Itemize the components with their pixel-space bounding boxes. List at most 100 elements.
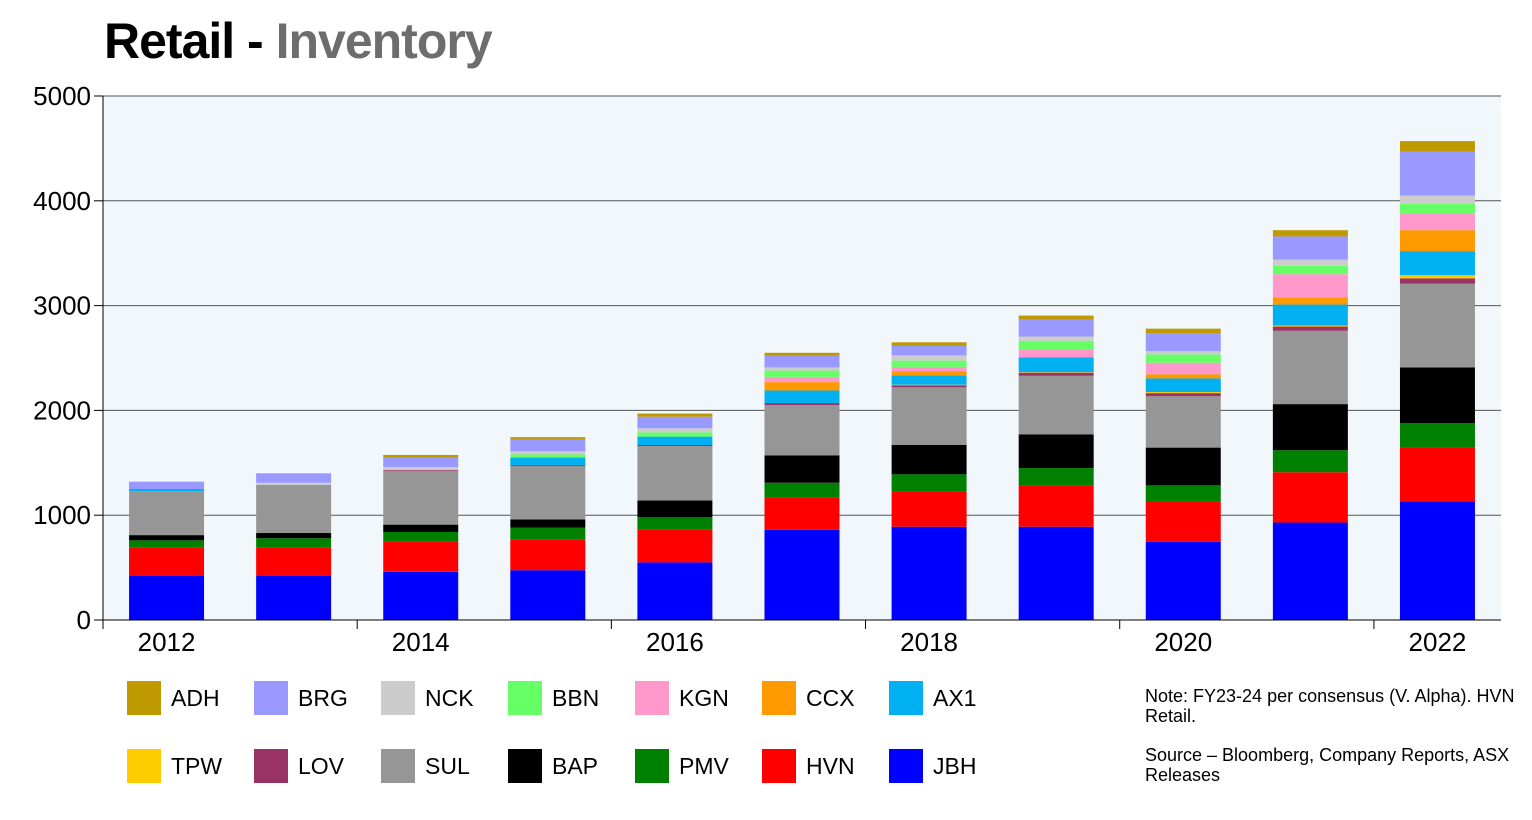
bar-pmv-2014 (383, 531, 459, 542)
legend-label-kgn: KGN (679, 685, 729, 711)
bar-pmv-2020 (1145, 485, 1221, 502)
bar-sul-2020 (1145, 396, 1221, 448)
bar-pmv-2017 (764, 482, 840, 498)
chart-title-main: Retail - (104, 13, 276, 69)
bar-pmv-2012 (129, 540, 205, 548)
bar-ax1-2017 (764, 390, 840, 404)
bar-sul-2016 (637, 446, 713, 501)
bar-ax1-2019 (1018, 357, 1094, 373)
gridlines (103, 95, 1501, 516)
bar-bap-2018 (891, 444, 967, 475)
bar-lov-2022 (1399, 278, 1475, 284)
bar-bap-2021 (1272, 404, 1348, 451)
bar-ax1-2016 (637, 436, 713, 445)
bar-kgn-2021 (1272, 274, 1348, 298)
y-tick-label: 1000 (33, 500, 91, 530)
bar-bap-2020 (1145, 447, 1221, 486)
bar-brg-2013 (256, 473, 332, 483)
bar-pmv-2018 (891, 474, 967, 492)
bar-sul-2019 (1018, 375, 1094, 435)
y-tick-label: 0 (77, 605, 91, 635)
bar-bap-2013 (256, 533, 332, 539)
bar-bbn-2015 (510, 454, 586, 458)
bar-adh-2017 (764, 352, 840, 356)
bar-nck-2020 (1145, 351, 1221, 355)
legend-swatch-lov (254, 749, 288, 783)
bar-ax1-2015 (510, 457, 586, 465)
legend-swatch-tpw (127, 749, 161, 783)
legend-swatch-hvn (762, 749, 796, 783)
legend-swatch-pmv (635, 749, 669, 783)
bar-brg-2012 (129, 481, 205, 489)
legend-label-ccx: CCX (806, 685, 855, 711)
bar-brg-2017 (764, 355, 840, 368)
bar-hvn-2019 (1018, 485, 1094, 527)
x-tick-label: 2014 (392, 627, 450, 657)
legend-label-pmv: PMV (679, 753, 730, 779)
bar-lov-2015 (510, 464, 586, 466)
legend-swatch-bap (508, 749, 542, 783)
bar-sul-2022 (1399, 283, 1475, 368)
chart-title: Retail - Inventory (104, 6, 493, 76)
bar-sul-2021 (1272, 330, 1348, 405)
legend-label-bap: BAP (552, 753, 598, 779)
legend-label-brg: BRG (298, 685, 348, 711)
bar-nck-2018 (891, 355, 967, 361)
bar-bap-2022 (1399, 367, 1475, 423)
y-tick-label: 3000 (33, 291, 91, 321)
axes: 0 1000 2000 3000 4000 5000 2012 2014 2016 2018 202… (33, 81, 1501, 657)
bar-sul-2017 (764, 405, 840, 456)
bar-hvn-2017 (764, 497, 840, 530)
bar-kgn-2022 (1399, 213, 1475, 231)
bar-hvn-2021 (1272, 472, 1348, 523)
bar-jbh-2020 (1145, 541, 1221, 620)
bar-ax1-2021 (1272, 304, 1348, 326)
legend-swatch-nck (381, 681, 415, 715)
bar-bap-2017 (764, 455, 840, 483)
chart-title-sub: Inventory (275, 13, 493, 69)
bar-adh-2016 (637, 413, 713, 417)
bar-sul-2013 (256, 484, 332, 534)
bar-sul-2012 (129, 491, 205, 536)
legend-swatch-kgn (635, 681, 669, 715)
legend-swatch-bbn (508, 681, 542, 715)
bar-bbn-2018 (891, 360, 967, 367)
bar-nck-2019 (1018, 336, 1094, 341)
bar-ccx-2017 (764, 382, 840, 391)
bar-nck-2015 (510, 451, 586, 455)
bar-hvn-2018 (891, 491, 967, 527)
legend-label-bbn: BBN (552, 685, 599, 711)
x-tick-label: 2012 (138, 627, 196, 657)
legend-label-sul: SUL (425, 753, 470, 779)
bar-kgn-2018 (891, 366, 967, 372)
bar-bbn-2019 (1018, 340, 1094, 350)
bar-bbn-2022 (1399, 203, 1475, 214)
bar-pmv-2019 (1018, 468, 1094, 486)
bar-nck-2014 (383, 466, 459, 471)
x-tick-label: 2018 (900, 627, 958, 657)
bar-tpw-2021 (1272, 325, 1348, 327)
bar-adh-2022 (1399, 141, 1475, 152)
bar-ccx-2022 (1399, 230, 1475, 252)
y-tick-label: 5000 (33, 81, 91, 111)
legend-swatch-jbh (889, 749, 923, 783)
legend-label-lov: LOV (298, 753, 345, 779)
legend-label-jbh: JBH (933, 753, 976, 779)
bar-jbh-2018 (891, 526, 967, 620)
bar-lov-2021 (1272, 326, 1348, 331)
bar-ax1-2012 (129, 489, 205, 492)
bar-brg-2016 (637, 416, 713, 429)
bar-brg-2015 (510, 439, 586, 452)
bar-ccx-2020 (1145, 374, 1221, 379)
legend-label-tpw: TPW (171, 753, 222, 779)
bar-jbh-2016 (637, 562, 713, 620)
bar-adh-2015 (510, 437, 586, 440)
note-consensus: Note: FY23-24 per consensus (V. Alpha). … (1145, 686, 1515, 726)
bar-lov-2019 (1018, 372, 1094, 376)
bar-jbh-2015 (510, 570, 586, 620)
bar-nck-2013 (256, 482, 332, 485)
x-tick-label: 2022 (1409, 627, 1467, 657)
bar-bap-2012 (129, 535, 205, 541)
legend: ADH BRG NCK BBN KGN CCX AX1 TPW LOV SUL BAP PMV HVN J… (127, 681, 976, 783)
bar-bbn-2020 (1145, 354, 1221, 363)
